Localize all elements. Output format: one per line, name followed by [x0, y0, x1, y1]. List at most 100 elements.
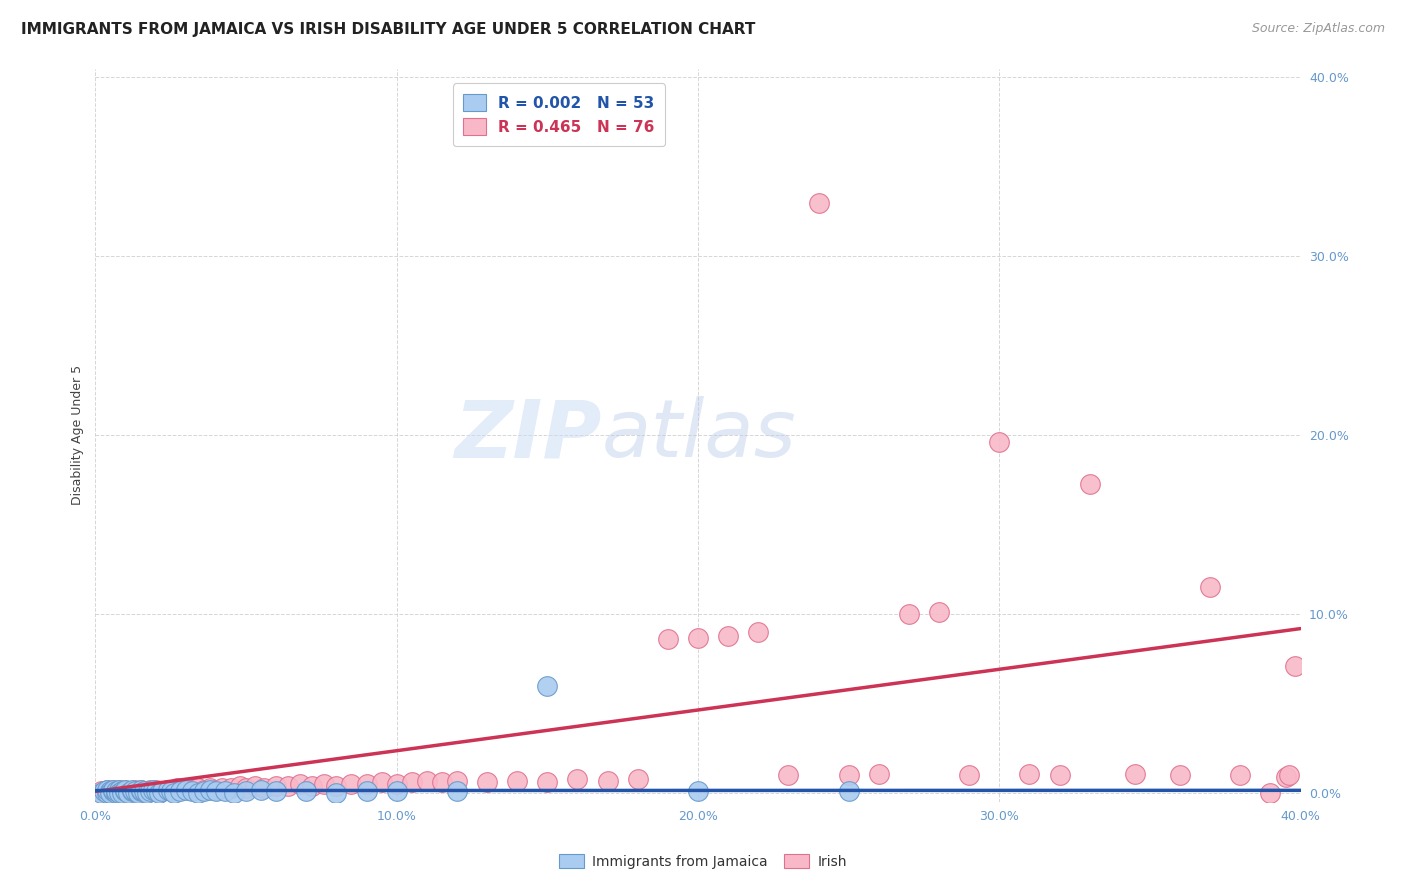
Point: [90, 784, 112, 798]
Point: [301, 779, 323, 793]
Point: [100, 786, 122, 800]
Point: [103, 784, 125, 798]
Point: [446, 784, 468, 798]
Point: [235, 780, 257, 795]
Point: [214, 784, 236, 798]
Point: [475, 775, 498, 789]
Point: [127, 786, 149, 800]
Point: [193, 782, 215, 797]
Point: [138, 782, 160, 797]
Point: [145, 782, 167, 797]
Point: [253, 780, 276, 795]
Point: [138, 784, 160, 798]
Point: [1260, 786, 1282, 800]
Point: [250, 782, 273, 797]
Legend: R = 0.002   N = 53, R = 0.465   N = 76: R = 0.002 N = 53, R = 0.465 N = 76: [453, 84, 665, 145]
Point: [96, 782, 118, 797]
Point: [596, 773, 619, 788]
Point: [1168, 768, 1191, 782]
Point: [145, 784, 167, 798]
Point: [243, 779, 266, 793]
Point: [111, 784, 134, 798]
Point: [325, 786, 347, 800]
Point: [868, 766, 890, 780]
Point: [132, 784, 155, 798]
Point: [100, 784, 122, 798]
Point: [314, 777, 336, 791]
Point: [219, 780, 242, 795]
Point: [100, 784, 122, 798]
Point: [430, 775, 453, 789]
Point: [105, 784, 128, 798]
Point: [124, 782, 146, 797]
Point: [121, 782, 143, 797]
Point: [747, 625, 769, 640]
Text: Source: ZipAtlas.com: Source: ZipAtlas.com: [1251, 22, 1385, 36]
Point: [150, 784, 173, 798]
Point: [105, 784, 128, 798]
Point: [807, 195, 830, 210]
Point: [127, 784, 149, 798]
Point: [385, 777, 408, 791]
Point: [416, 773, 439, 788]
Point: [169, 784, 191, 798]
Point: [657, 632, 679, 647]
Point: [142, 784, 165, 798]
Point: [1284, 659, 1306, 673]
Point: [717, 629, 740, 643]
Point: [129, 782, 152, 797]
Point: [446, 773, 468, 788]
Point: [156, 782, 179, 797]
Point: [108, 786, 131, 800]
Point: [627, 772, 650, 786]
Point: [838, 768, 860, 782]
Point: [235, 784, 257, 798]
Point: [117, 786, 139, 800]
Point: [111, 786, 134, 800]
Point: [121, 784, 143, 798]
Point: [108, 782, 131, 797]
Point: [211, 780, 233, 795]
Point: [129, 782, 152, 797]
Point: [229, 779, 252, 793]
Point: [1229, 768, 1251, 782]
Point: [988, 435, 1011, 450]
Point: [193, 784, 215, 798]
Point: [159, 784, 181, 798]
Point: [1199, 581, 1222, 595]
Point: [103, 782, 125, 797]
Point: [264, 784, 287, 798]
Point: [174, 780, 197, 795]
Point: [1277, 768, 1299, 782]
Point: [93, 784, 115, 798]
Point: [150, 784, 173, 798]
Point: [103, 782, 125, 797]
Point: [121, 784, 143, 798]
Point: [96, 786, 118, 800]
Point: [370, 775, 392, 789]
Point: [686, 631, 709, 645]
Text: IMMIGRANTS FROM JAMAICA VS IRISH DISABILITY AGE UNDER 5 CORRELATION CHART: IMMIGRANTS FROM JAMAICA VS IRISH DISABIL…: [21, 22, 755, 37]
Point: [778, 768, 800, 782]
Point: [111, 784, 134, 798]
Text: ZIP: ZIP: [454, 396, 602, 475]
Point: [187, 786, 209, 800]
Point: [536, 775, 558, 789]
Point: [222, 786, 245, 800]
Point: [325, 779, 347, 793]
Point: [156, 782, 179, 797]
Point: [108, 782, 131, 797]
Point: [356, 784, 378, 798]
Point: [132, 784, 155, 798]
Point: [169, 782, 191, 797]
Point: [1049, 768, 1071, 782]
Point: [506, 773, 529, 788]
Point: [1274, 770, 1296, 784]
Point: [180, 784, 202, 798]
Point: [928, 606, 950, 620]
Point: [105, 786, 128, 800]
Point: [385, 784, 408, 798]
Point: [295, 784, 318, 798]
Point: [356, 777, 378, 791]
Point: [205, 784, 228, 798]
